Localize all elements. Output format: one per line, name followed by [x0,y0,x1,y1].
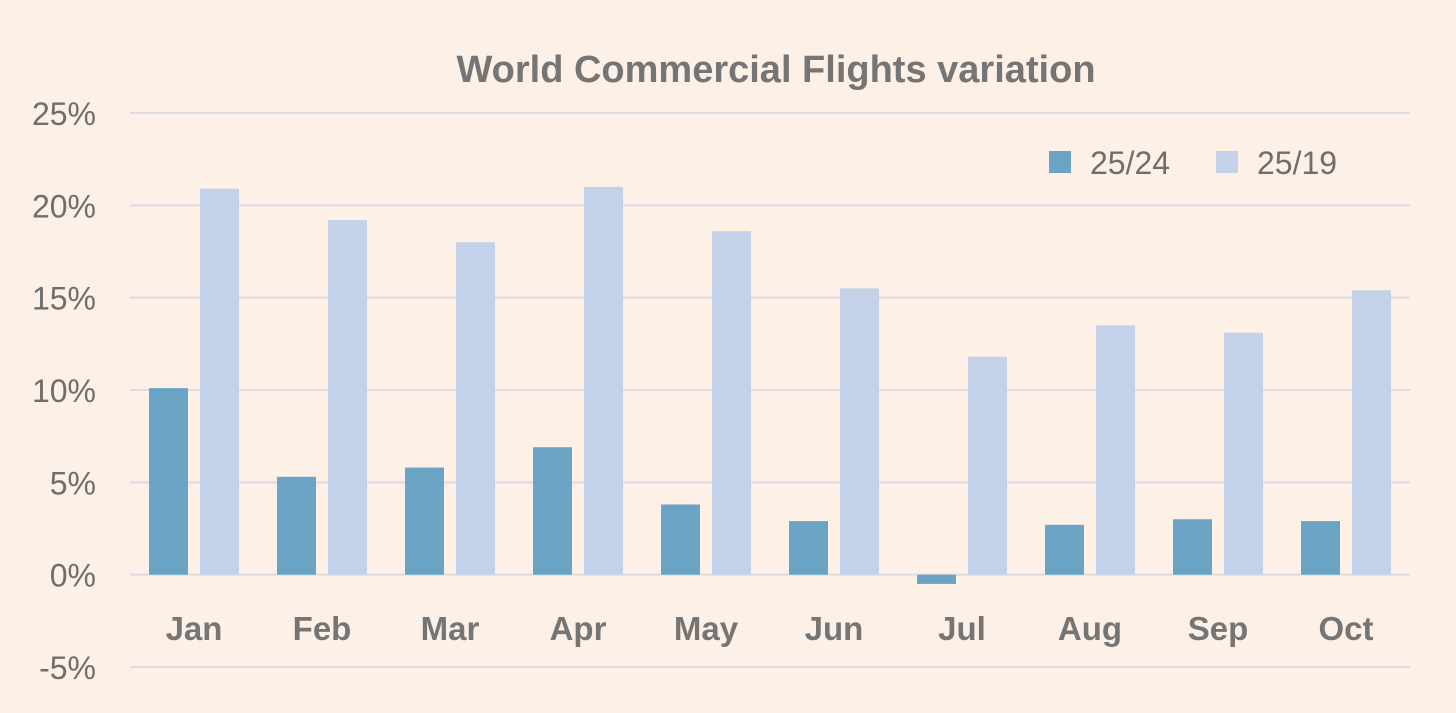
bar-25-19-jul [968,356,1007,575]
y-axis-ticks: -5% 0% 5% 10% 15% 20% 25% [32,96,96,686]
bar-25-19-apr [584,186,623,575]
x-tick-label-feb: Feb [293,610,352,647]
bar-25-24-sep [1173,519,1212,575]
bar-25-19-jun [840,288,879,575]
x-tick-label-mar: Mar [421,610,480,647]
x-tick-label-sep: Sep [1188,610,1249,647]
bar-25-19-aug [1096,325,1135,575]
x-tick-label-oct: Oct [1318,610,1373,647]
bars [149,186,1391,584]
bar-25-24-apr [533,447,572,575]
y-tick-label: 10% [32,373,96,409]
bar-25-19-oct [1352,290,1391,575]
y-tick-label: -5% [39,650,96,686]
y-tick-label: 25% [32,96,96,132]
bar-25-24-mar [405,467,444,575]
chart-title: World Commercial Flights variation [456,49,1095,91]
bar-25-19-feb [328,220,367,575]
y-tick-label: 0% [50,558,96,594]
bar-25-24-oct [1301,521,1340,575]
bar-25-24-jul [917,574,956,584]
x-tick-label-may: May [674,610,739,647]
y-tick-label: 5% [50,465,96,501]
x-tick-label-jun: Jun [805,610,864,647]
bar-25-19-mar [456,242,495,575]
bar-25-19-may [712,231,751,575]
bar-25-19-jan [200,188,239,575]
bar-25-24-feb [277,476,316,575]
legend-swatch-25-19 [1216,151,1238,173]
x-axis-ticks: Jan Feb Mar Apr May Jun Jul Aug Sep Oct [166,610,1374,647]
x-tick-label-jan: Jan [166,610,223,647]
bar-25-19-sep [1224,332,1263,575]
bar-25-24-may [661,504,700,575]
bar-25-24-aug [1045,524,1084,575]
y-tick-label: 15% [32,281,96,317]
legend-label-25-24: 25/24 [1090,145,1170,181]
legend-label-25-19: 25/19 [1257,145,1337,181]
x-tick-label-aug: Aug [1058,610,1122,647]
bar-25-24-jan [149,388,188,575]
gridlines [130,112,1410,668]
x-tick-label-apr: Apr [550,610,607,647]
legend: 25/24 25/19 [1049,145,1337,181]
bar-25-24-jun [789,521,828,575]
legend-swatch-25-24 [1049,151,1071,173]
y-tick-label: 20% [32,188,96,224]
x-tick-label-jul: Jul [938,610,986,647]
